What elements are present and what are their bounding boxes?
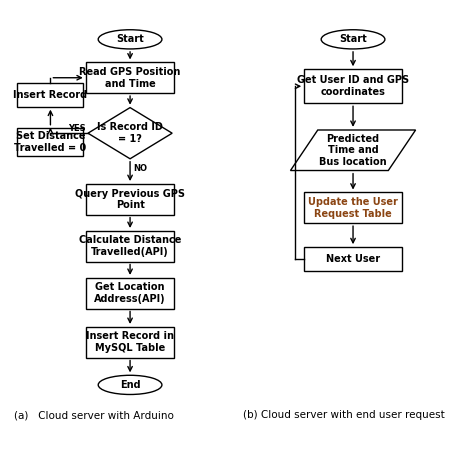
Text: Read GPS Position
and Time: Read GPS Position and Time xyxy=(79,67,181,89)
Bar xyxy=(304,69,402,103)
Text: NO: NO xyxy=(134,164,148,173)
Text: Start: Start xyxy=(339,34,367,45)
Text: YES: YES xyxy=(68,125,86,133)
Bar xyxy=(304,192,402,223)
Text: Is Record ID
= 1?: Is Record ID = 1? xyxy=(97,122,163,144)
Text: Get Location
Address(API): Get Location Address(API) xyxy=(94,283,166,304)
Bar xyxy=(86,231,174,262)
Text: Set Distance
Travelled = 0: Set Distance Travelled = 0 xyxy=(14,131,87,153)
Bar xyxy=(304,247,402,271)
Bar xyxy=(86,63,174,93)
Text: Calculate Distance
Travelled(API): Calculate Distance Travelled(API) xyxy=(79,236,181,257)
Text: Update the User
Request Table: Update the User Request Table xyxy=(308,197,398,219)
Text: Start: Start xyxy=(116,34,144,45)
Text: Query Previous GPS
Point: Query Previous GPS Point xyxy=(75,189,185,210)
Text: Next User: Next User xyxy=(326,254,380,264)
Text: (b) Cloud server with end user request: (b) Cloud server with end user request xyxy=(243,410,445,420)
Polygon shape xyxy=(291,130,416,171)
Text: Predicted
Time and
Bus location: Predicted Time and Bus location xyxy=(319,134,387,167)
Ellipse shape xyxy=(98,375,162,394)
Bar xyxy=(18,128,83,155)
Ellipse shape xyxy=(98,30,162,49)
Text: (a)   Cloud server with Arduino: (a) Cloud server with Arduino xyxy=(14,410,173,420)
Text: Insert Record in
MySQL Table: Insert Record in MySQL Table xyxy=(86,331,174,353)
Bar xyxy=(18,83,83,107)
Polygon shape xyxy=(88,108,172,159)
Text: Get User ID and GPS
coordinates: Get User ID and GPS coordinates xyxy=(297,75,409,97)
Ellipse shape xyxy=(321,30,385,49)
Text: Insert Record: Insert Record xyxy=(13,90,88,100)
Bar xyxy=(86,278,174,309)
Bar xyxy=(86,184,174,215)
Text: End: End xyxy=(120,380,140,390)
Bar xyxy=(86,327,174,357)
